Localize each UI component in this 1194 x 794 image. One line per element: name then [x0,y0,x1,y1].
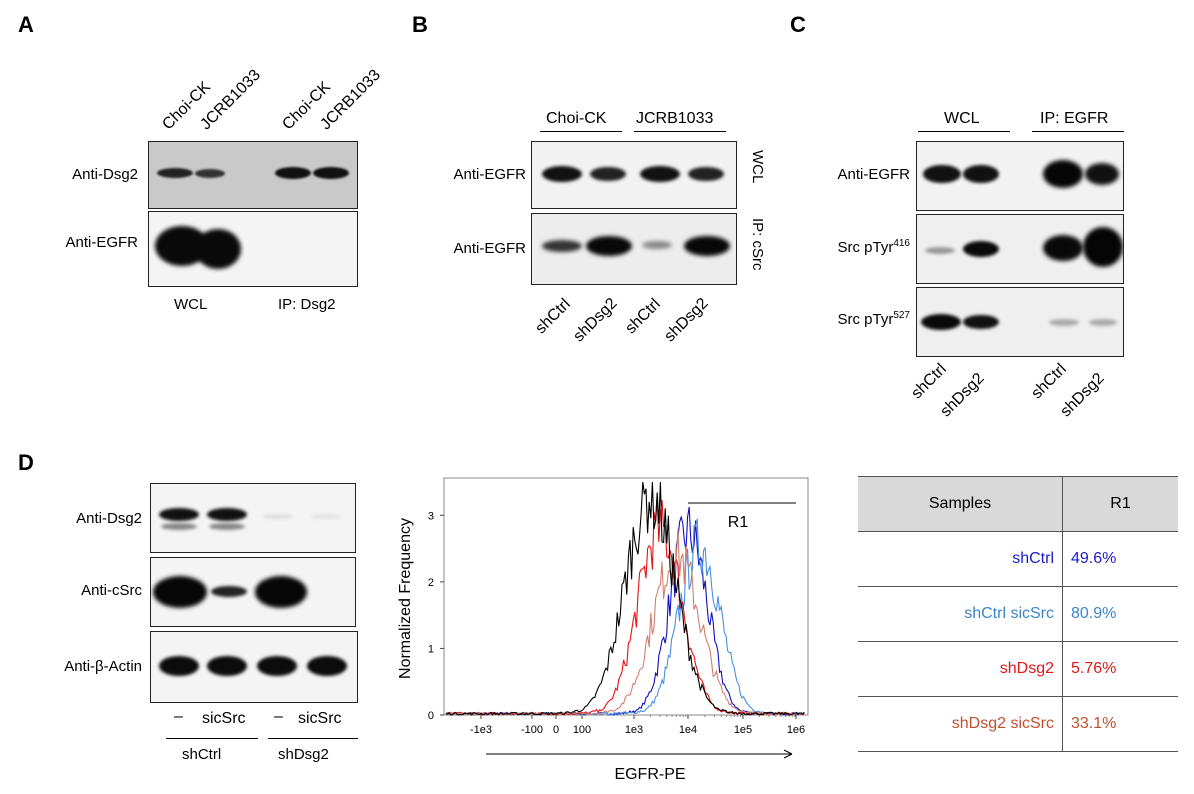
r1-table: Samples R1 shCtrl 49.6% shCtrl sicSrc 80… [858,476,1178,752]
group-label: Choi-CK [546,110,607,127]
row-label: Anti-cSrc [81,582,142,599]
group-line [634,131,726,132]
x-tick-label: 1e4 [679,724,697,736]
x-tick-label: 100 [573,724,591,736]
bottom-label: IP: Dsg2 [278,296,336,313]
blot-c-ptyr527 [916,287,1124,357]
row-label: Anti-EGFR [837,166,910,183]
table-row: shCtrl 49.6% [858,531,1178,587]
sample-cell: shDsg2 [858,641,1063,697]
x-tick-label: 1e3 [625,724,643,736]
group-line [1032,131,1124,132]
value-cell: 49.6% [1062,531,1178,587]
blot-b-wcl [531,141,737,209]
lane-label: shCtrl [532,295,574,338]
x-axis-label: EGFR-PE [614,766,685,783]
x-tick-label: 1e6 [787,724,805,736]
group-line [918,131,1010,132]
group-label: IP: EGFR [1040,110,1109,127]
blot-b-ip [531,213,737,285]
row-label: Anti-EGFR [65,234,138,251]
row-label: Src pTyr527 [837,310,910,328]
side-label: WCL [749,150,766,184]
lane-label: JCRB1033 [317,66,385,134]
row-label: Anti-EGFR [453,166,526,183]
x-axis-arrowhead [783,749,793,759]
histogram-chart: 0 1 2 3 -1e3 -100 0 100 1e3 1e4 1e5 1e6 Normalized F… [397,477,809,783]
y-tick-label: 2 [428,577,434,589]
lane-label: – [174,708,183,725]
panel-label-a: A [18,12,34,37]
group-label: JCRB1033 [636,110,714,127]
sample-cell: shCtrl [858,531,1063,587]
row-label: Anti-β-Actin [64,658,142,675]
lane-label: sicSrc [298,710,342,727]
lane-label: shDsg2 [570,294,621,346]
histogram-series [445,481,805,716]
lane-label: shDsg2 [661,294,712,346]
lane-label: JCRB1033 [197,66,265,134]
x-tick-label: 1e5 [734,724,752,736]
histogram-series [445,506,805,716]
header-samples: Samples [858,476,1063,532]
lane-label: shCtrl [1028,360,1070,403]
blot-c-egfr [916,141,1124,211]
histogram-series [445,518,805,716]
table-header-row: Samples R1 [858,476,1178,532]
blot-d-csrc [150,557,356,627]
group-line [268,738,358,739]
x-tick-label: 0 [553,724,559,736]
y-tick-label: 1 [428,643,434,655]
y-axis-label: Normalized Frequency [397,518,414,679]
blot-d-dsg2 [150,483,356,553]
row-label: Anti-Dsg2 [72,166,138,183]
blot-d-actin [150,631,358,703]
side-label: IP: cSrc [749,218,766,271]
lane-label: – [274,708,283,725]
value-cell: 5.76% [1062,641,1178,697]
header-r1: R1 [1062,476,1178,532]
group-label: shCtrl [182,746,222,763]
lane-label: shCtrl [622,295,664,338]
y-tick-label: 0 [428,710,434,722]
table-row: shCtrl sicSrc 80.9% [858,586,1178,642]
table-row: shDsg2 sicSrc 33.1% [858,696,1178,752]
blot-a-egfr [148,211,358,287]
row-label: Src pTyr416 [837,238,910,256]
gate-r1-label: R1 [728,514,749,531]
blot-c-ptyr416 [916,214,1124,284]
group-label: shDsg2 [278,746,329,763]
y-tick-label: 3 [428,510,434,522]
group-line [540,131,622,132]
sample-cell: shDsg2 sicSrc [858,696,1063,752]
bottom-label: WCL [174,296,208,313]
sample-cell: shCtrl sicSrc [858,586,1063,642]
lane-label: sicSrc [202,710,246,727]
panel-label-d: D [18,450,34,475]
value-cell: 33.1% [1062,696,1178,752]
histogram-series [445,528,805,717]
histogram-series [445,498,805,716]
panel-label-b: B [412,12,428,37]
x-tick-label: -1e3 [470,724,492,736]
row-label: Anti-EGFR [453,240,526,257]
plot-frame [443,477,809,716]
panel-label-c: C [790,12,806,37]
value-cell: 80.9% [1062,586,1178,642]
lane-label: shCtrl [908,360,950,403]
blot-a-dsg2 [148,141,358,209]
group-label: WCL [944,110,980,127]
row-label: Anti-Dsg2 [76,510,142,527]
x-tick-label: -100 [521,724,543,736]
table-row: shDsg2 5.76% [858,641,1178,697]
group-line [166,738,258,739]
